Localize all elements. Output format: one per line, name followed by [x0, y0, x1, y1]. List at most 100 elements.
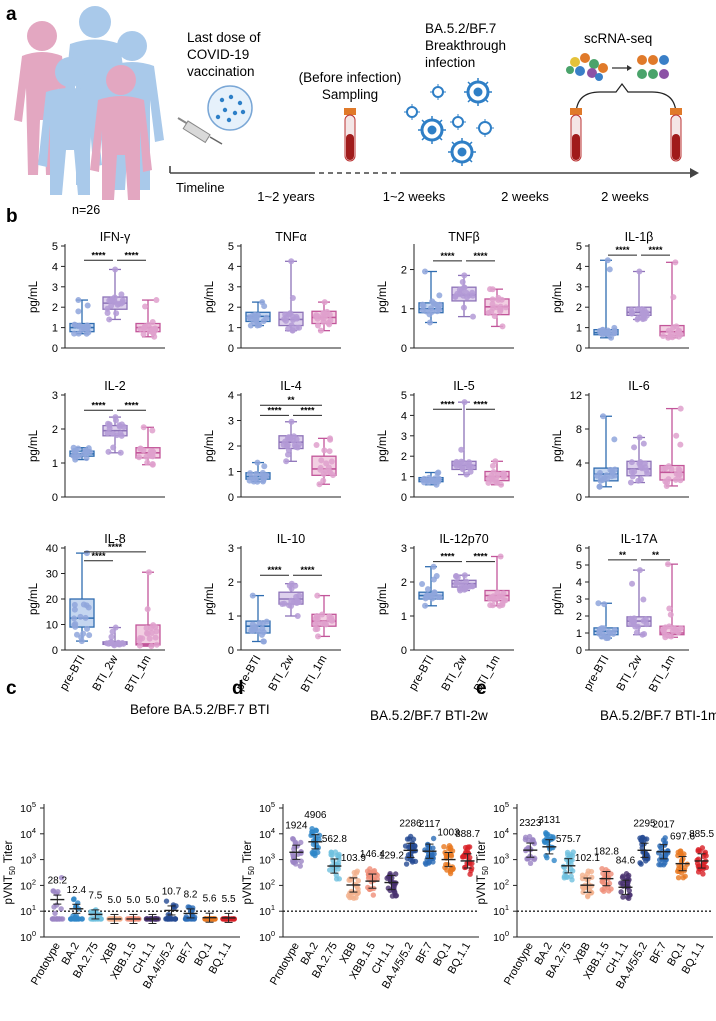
- data-point: [658, 853, 665, 860]
- data-point: [58, 916, 65, 922]
- data-point: [261, 303, 268, 310]
- data-point: [584, 893, 591, 900]
- data-point: [626, 872, 632, 879]
- y-tick-label: 0: [52, 343, 58, 355]
- data-point: [115, 640, 122, 647]
- chart-title: TNFβ: [448, 230, 480, 244]
- data-point: [288, 258, 295, 265]
- data-point: [463, 578, 470, 585]
- box-BTI_1m: [484, 458, 510, 488]
- data-point: [489, 301, 496, 308]
- y-tick-label: 4: [228, 261, 234, 273]
- data-point: [321, 447, 328, 454]
- chart-title: IL-17A: [621, 532, 658, 546]
- chart-title: BA.5.2/BF.7 BTI-1m: [600, 708, 716, 723]
- data-point: [662, 852, 669, 859]
- data-point: [106, 316, 113, 323]
- geometric-mean-label: 4906: [304, 810, 327, 821]
- data-point: [144, 606, 151, 613]
- data-point: [105, 640, 112, 647]
- y-tick-label: 0: [52, 492, 58, 504]
- data-point: [643, 836, 650, 842]
- geometric-mean-label: 5.0: [107, 895, 121, 906]
- box-pre-BTI: [418, 469, 444, 488]
- chart-title: TNFα: [275, 230, 307, 244]
- data-point: [84, 302, 91, 309]
- data-point: [636, 567, 643, 574]
- data-point: [550, 834, 556, 840]
- chart-title: IL-2: [104, 379, 126, 393]
- interval-3: 2 weeks: [501, 189, 549, 204]
- data-point: [497, 308, 504, 315]
- data-point: [672, 259, 679, 266]
- significance-label: ****: [440, 251, 455, 261]
- data-point: [260, 478, 267, 485]
- y-tick-label: 1: [401, 611, 407, 623]
- data-point: [599, 327, 606, 334]
- box-BTI_1m: [311, 435, 337, 488]
- data-point: [459, 278, 466, 285]
- significance-label: **: [652, 550, 660, 560]
- data-point: [543, 830, 549, 836]
- data-point: [489, 286, 496, 293]
- data-point: [636, 268, 643, 275]
- data-point: [290, 853, 296, 859]
- data-point: [631, 444, 638, 451]
- data-point: [530, 839, 537, 845]
- chart-title: BA.5.2/BF.7 BTI-2w: [370, 708, 488, 723]
- data-point: [675, 466, 682, 473]
- data-point: [84, 449, 91, 456]
- data-point: [97, 916, 103, 922]
- data-point: [294, 613, 301, 619]
- significance-label: ****: [124, 400, 139, 410]
- data-point: [248, 627, 255, 634]
- data-point: [288, 418, 295, 425]
- y-tick-label: 4: [576, 577, 582, 589]
- box-pre-BTI: [245, 592, 271, 645]
- y-tick-label: 3: [576, 594, 582, 606]
- bracket-line: [575, 83, 677, 116]
- y-tick-label: 3: [576, 282, 582, 294]
- y-tick-label: 2: [228, 441, 234, 453]
- data-point: [249, 621, 256, 628]
- x-tick-label: BTI_2w: [615, 653, 645, 693]
- data-point: [166, 916, 173, 922]
- data-point: [441, 844, 447, 850]
- data-point: [320, 315, 327, 322]
- data-point: [249, 592, 256, 599]
- data-point: [599, 865, 605, 872]
- data-point: [112, 266, 119, 273]
- panel-a: a: [6, 4, 699, 217]
- significance-label: **: [619, 550, 627, 560]
- significance-label: ****: [440, 552, 455, 562]
- y-tick-label: 4: [576, 261, 582, 273]
- data-point: [667, 611, 674, 618]
- data-point: [419, 581, 426, 588]
- box-pre-BTI: [418, 563, 444, 609]
- box-BTI_2w: [278, 580, 304, 619]
- y-tick-label: 0: [401, 645, 407, 657]
- panel-cde-charts: c Before BA.5.2/BF.7 BTI 100 101 102 103 104 10…: [3, 678, 716, 991]
- data-point: [701, 864, 707, 870]
- data-point: [495, 471, 502, 478]
- significance-label: ****: [124, 250, 139, 260]
- data-point: [564, 874, 570, 880]
- geometric-mean-label: 2323: [519, 818, 542, 829]
- y-axis-label: pg/mL: [552, 582, 564, 615]
- data-point: [230, 916, 237, 922]
- data-point: [144, 459, 151, 466]
- y-axis-label: pg/mL: [377, 429, 389, 462]
- data-point: [466, 459, 473, 466]
- data-point: [662, 841, 668, 847]
- data-point: [458, 580, 465, 587]
- significance-label: ****: [300, 405, 315, 415]
- box-BTI_2w: [102, 624, 128, 649]
- data-point: [619, 874, 626, 881]
- y-axis-label: pVNT50 Titer: [3, 840, 17, 904]
- data-point: [675, 852, 681, 859]
- geometric-mean-label: 5.0: [126, 895, 140, 906]
- data-point: [279, 600, 286, 607]
- data-point: [468, 582, 475, 589]
